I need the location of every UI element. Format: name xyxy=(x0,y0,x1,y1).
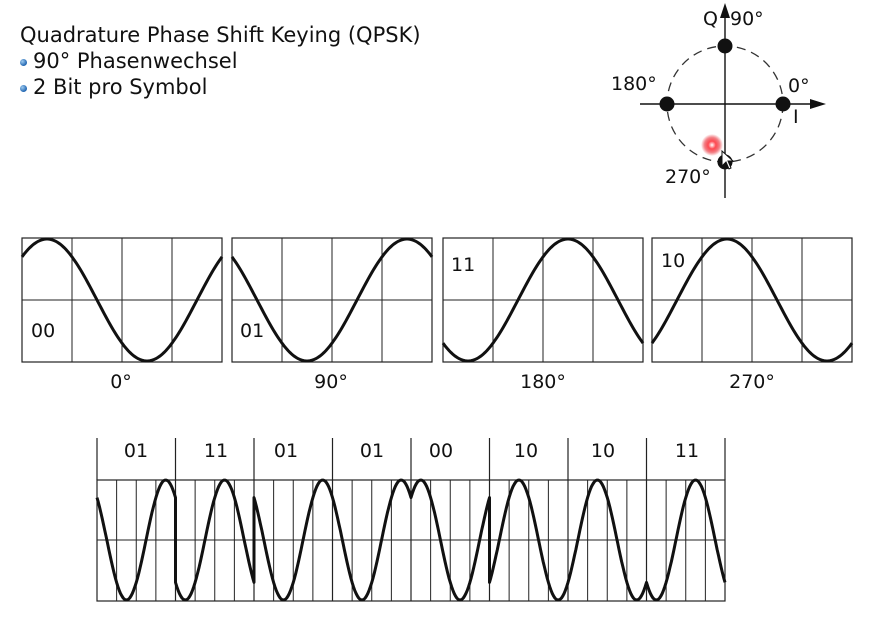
phase-label: 180° xyxy=(520,371,566,393)
phase-label: 90° xyxy=(314,371,348,393)
phase-label: 270° xyxy=(729,371,775,393)
sequence-bits-label: 01 xyxy=(124,440,148,462)
sequence-bits-label: 01 xyxy=(274,440,298,462)
symbol-panel-90: 01 90° xyxy=(230,237,434,393)
waveform-10 xyxy=(650,237,854,363)
modulated-waveform xyxy=(95,478,727,602)
sequence-bits-label: 10 xyxy=(591,440,615,462)
symbol-panel-270: 10 270° xyxy=(650,237,854,393)
q-axis-label: Q xyxy=(703,8,718,30)
bits-label: 10 xyxy=(661,250,685,272)
bits-label: 00 xyxy=(31,320,55,342)
symbol-panel-180: 11 180° xyxy=(441,237,645,393)
bullet-dot-icon xyxy=(20,58,27,66)
i-axis-arrow-icon xyxy=(810,99,826,109)
bullet-item: 90° Phasenwechsel xyxy=(20,48,238,74)
slide-title: Quadrature Phase Shift Keying (QPSK) xyxy=(20,23,421,47)
symbol-panels: 00 0° 01 90° 11 180° 10 270° xyxy=(20,237,854,393)
bullet-list: 90° Phasenwechsel 2 Bit pro Symbol xyxy=(20,48,238,100)
cursor-highlight xyxy=(701,134,723,156)
qpsk-sequence: 01 11 01 01 00 10 10 11 xyxy=(95,438,727,602)
sequence-bits-label: 01 xyxy=(360,440,384,462)
waveform-01 xyxy=(230,237,434,363)
bits-label: 11 xyxy=(451,254,475,276)
sequence-bits-label: 10 xyxy=(514,440,538,462)
q-axis-arrow-icon xyxy=(720,3,730,18)
bits-label: 01 xyxy=(240,320,264,342)
bullet-text: 2 Bit pro Symbol xyxy=(33,75,208,99)
sequence-bits-label: 00 xyxy=(429,440,453,462)
i-axis-label: I xyxy=(793,106,799,128)
constellation-point-0 xyxy=(775,96,791,112)
bullet-dot-icon xyxy=(20,84,27,92)
angle-label-90: 90° xyxy=(730,8,764,30)
waveform-11 xyxy=(441,237,645,363)
phase-label: 0° xyxy=(110,371,132,393)
angle-label-180: 180° xyxy=(611,73,657,95)
constellation-diagram: Q 90° 180° 0° I 270° xyxy=(611,3,826,198)
bullet-text: 90° Phasenwechsel xyxy=(33,49,238,73)
sequence-bits-label: 11 xyxy=(204,440,228,462)
mouse-pointer-icon xyxy=(721,149,735,170)
sequence-bits-label: 11 xyxy=(675,440,699,462)
angle-label-270: 270° xyxy=(665,166,711,188)
waveform-00 xyxy=(20,237,224,363)
angle-label-0: 0° xyxy=(788,75,810,97)
constellation-point-180 xyxy=(659,96,675,112)
bullet-item: 2 Bit pro Symbol xyxy=(20,74,238,100)
constellation-point-90 xyxy=(717,38,733,54)
symbol-panel-0: 00 0° xyxy=(20,237,224,393)
